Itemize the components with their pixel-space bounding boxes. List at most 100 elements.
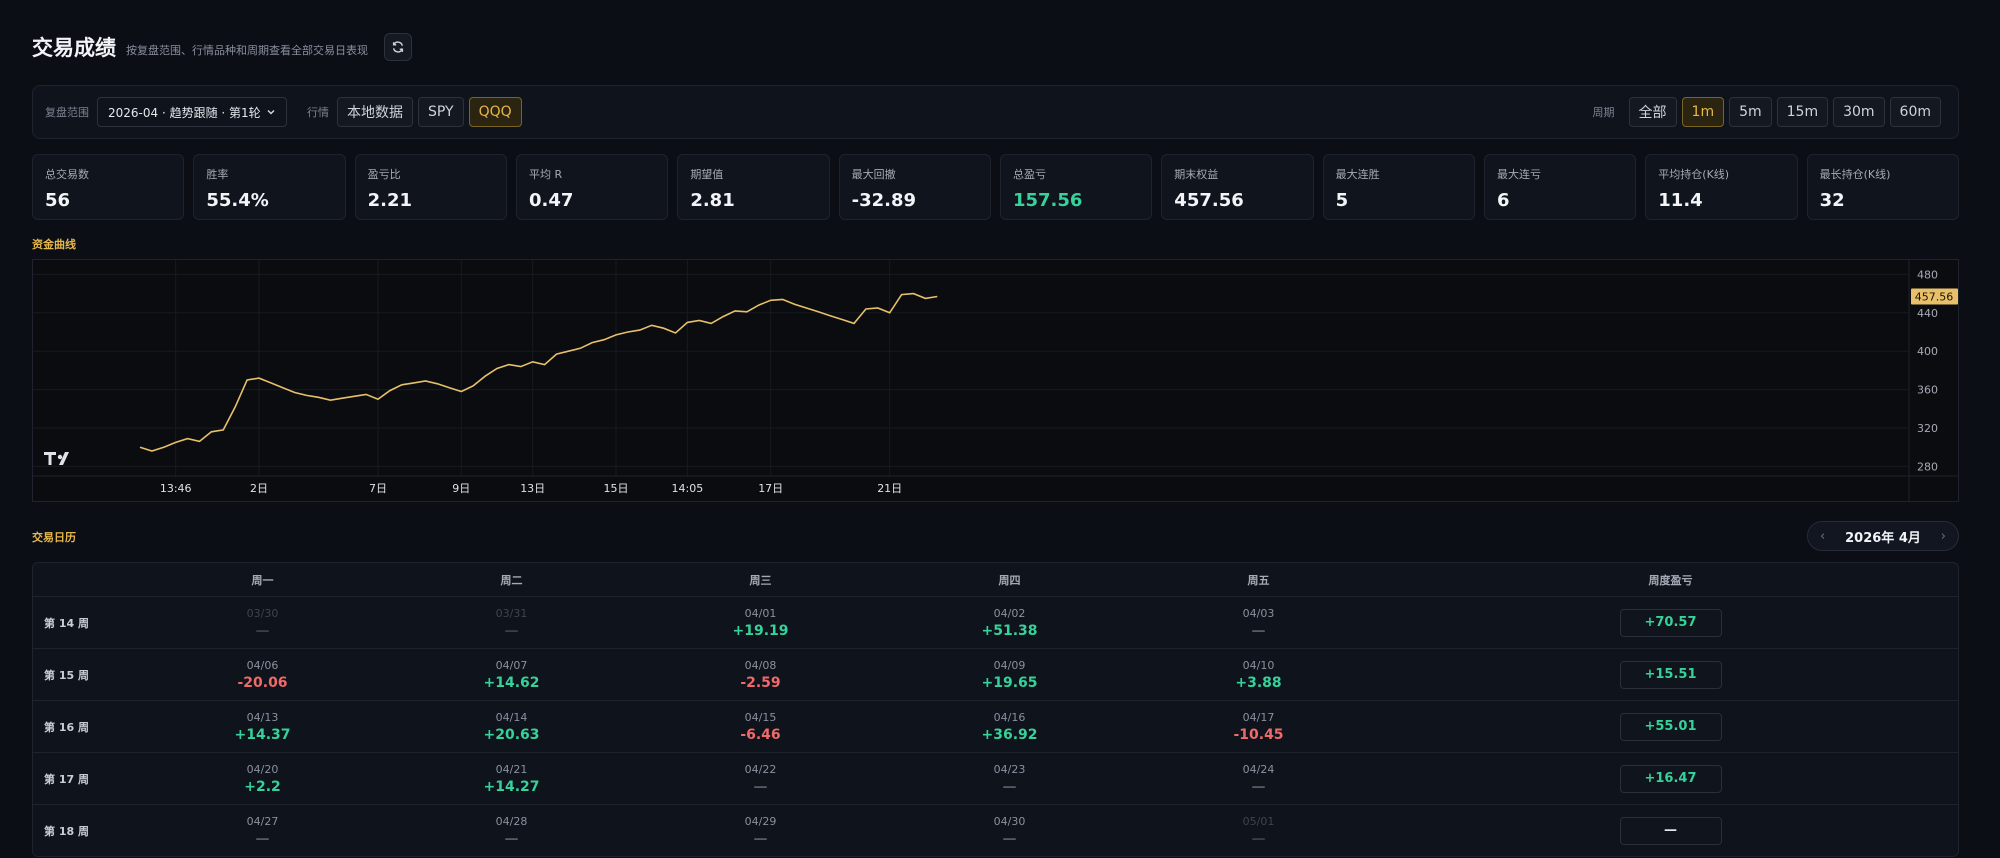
calendar-day-cell[interactable]: 03/30 —	[138, 597, 387, 648]
page-subtitle: 按复盘范围、行情品种和周期查看全部交易日表现	[126, 43, 368, 57]
range-select-value: 2026-04 · 趋势跟随 · 第1轮	[108, 105, 261, 120]
stat-value: 157.56	[1012, 190, 1083, 211]
day-pnl: —	[1251, 622, 1266, 639]
calendar-day-cell[interactable]: 04/03 —	[1134, 597, 1383, 648]
calendar-week-row: 第 14 周 03/30 — 03/31 — 04/01 +19.19 04/02 +51.38…	[33, 597, 1958, 649]
week-total-pnl: +55.01	[1619, 712, 1722, 741]
chevron-down-icon	[267, 109, 275, 115]
calendar-week-row: 第 16 周 04/13 +14.37 04/14 +20.63 04/15 -6.46 04…	[33, 701, 1958, 753]
calendar-day-cell[interactable]: 04/16 +36.92	[885, 701, 1134, 752]
period-chip-5m[interactable]: 5m	[1729, 97, 1772, 127]
calendar-day-cell[interactable]: 04/07 +14.62	[387, 649, 636, 700]
stat-value: -32.89	[851, 190, 917, 211]
next-month-button[interactable]: ›	[1940, 528, 1946, 544]
y-tick-label: 400	[1917, 345, 1938, 358]
stat-label: 最大连胜	[1335, 168, 1380, 181]
calendar-header-cell: 周二	[387, 563, 636, 596]
calendar-day-cell[interactable]: 05/01 —	[1134, 805, 1383, 856]
calendar-header-label: 周度盈亏	[1648, 573, 1693, 587]
equity-chart-panel[interactable]: 13:46 2日 7日 9日 13日 15日 14:05 17日 21日 480 440 400 36…	[32, 259, 1959, 502]
calendar-day-cell[interactable]: 04/14 +20.63	[387, 701, 636, 752]
calendar-day-cell[interactable]: 04/15 -6.46	[636, 701, 885, 752]
period-chip-60m[interactable]: 60m	[1889, 97, 1941, 127]
range-select[interactable]: 2026-04 · 趋势跟随 · 第1轮	[97, 97, 287, 127]
equity-section-title: 资金曲线	[32, 238, 76, 251]
x-tick-label: 21日	[877, 482, 902, 495]
calendar-day-cell[interactable]: 04/08 -2.59	[636, 649, 885, 700]
day-pnl: -2.59	[740, 674, 781, 691]
day-pnl: +14.62	[483, 674, 540, 691]
page-header: 交易成绩 按复盘范围、行情品种和周期查看全部交易日表现	[32, 30, 412, 64]
calendar-day-cell[interactable]: 04/01 +19.19	[636, 597, 885, 648]
calendar-header-cell: 周一	[138, 563, 387, 596]
day-date: 04/21	[495, 762, 528, 776]
calendar-day-cell[interactable]: 04/20 +2.2	[138, 753, 387, 804]
calendar-day-cell[interactable]: 04/27 —	[138, 805, 387, 856]
market-chip-本地数据[interactable]: 本地数据	[337, 97, 413, 127]
day-pnl: +19.19	[732, 622, 789, 639]
stat-card: 最大连胜 5	[1322, 154, 1475, 220]
stat-card: 平均 R 0.47	[515, 154, 669, 220]
day-date: 04/02	[993, 606, 1026, 620]
y-tick-label: 480	[1917, 268, 1938, 281]
market-chip-group: 本地数据 SPY QQQ	[337, 97, 527, 127]
calendar-header-label: 周四	[998, 573, 1021, 587]
calendar-header-cell: 周五	[1134, 563, 1383, 596]
calendar-day-cell[interactable]: 04/24 —	[1134, 753, 1383, 804]
calendar-day-cell[interactable]: 04/09 +19.65	[885, 649, 1134, 700]
calendar-day-cell[interactable]: 04/30 —	[885, 805, 1134, 856]
calendar-day-cell[interactable]: 04/29 —	[636, 805, 885, 856]
day-pnl: -10.45	[1233, 726, 1284, 743]
calendar-day-cell[interactable]: 04/13 +14.37	[138, 701, 387, 752]
stat-value: 55.4%	[206, 190, 269, 211]
calendar-header-label: 周二	[500, 573, 523, 587]
week-total-cell: +55.01	[1383, 701, 1958, 752]
refresh-button[interactable]	[384, 33, 412, 61]
calendar-day-cell[interactable]: 04/02 +51.38	[885, 597, 1134, 648]
day-pnl: —	[1002, 830, 1017, 847]
stat-card: 期望值 2.81	[677, 154, 830, 220]
period-chip-全部[interactable]: 全部	[1628, 97, 1677, 127]
week-label: 第 17 周	[44, 772, 89, 786]
stat-value: 2.81	[690, 190, 735, 211]
day-pnl: —	[504, 622, 519, 639]
week-label: 第 16 周	[44, 720, 89, 734]
tradingview-logo-icon	[44, 452, 69, 465]
calendar-header-cell: 周度盈亏	[1383, 563, 1958, 596]
calendar-day-cell[interactable]: 04/22 —	[636, 753, 885, 804]
calendar-day-cell[interactable]: 04/23 —	[885, 753, 1134, 804]
day-date: 04/14	[495, 710, 528, 724]
calendar-day-cell[interactable]: 04/21 +14.27	[387, 753, 636, 804]
calendar-day-cell[interactable]: 04/06 -20.06	[138, 649, 387, 700]
market-chip-qqq[interactable]: QQQ	[468, 97, 522, 127]
stat-label: 期望值	[690, 168, 724, 181]
calendar-day-cell[interactable]: 04/10 +3.88	[1134, 649, 1383, 700]
day-pnl: —	[255, 830, 270, 847]
day-date: 04/30	[993, 814, 1026, 828]
period-chip-1m[interactable]: 1m	[1681, 97, 1725, 127]
day-date: 04/16	[993, 710, 1026, 724]
stat-card: 总盈亏 157.56	[999, 154, 1153, 220]
x-tick-label: 14:05	[672, 482, 704, 495]
prev-month-button[interactable]: ‹	[1820, 528, 1826, 544]
calendar-day-cell[interactable]: 04/28 —	[387, 805, 636, 856]
day-date: 04/13	[246, 710, 279, 724]
day-date: 04/27	[246, 814, 279, 828]
equity-chart[interactable]: 13:46 2日 7日 9日 13日 15日 14:05 17日 21日 480 440 400 36…	[33, 260, 1958, 501]
calendar-header-cell: 周四	[885, 563, 1134, 596]
calendar-day-cell[interactable]: 03/31 —	[387, 597, 636, 648]
calendar-week-row: 第 18 周 04/27 — 04/28 — 04/29 — 04/30 — 05/01 — —	[33, 805, 1958, 856]
calendar-day-cell[interactable]: 04/17 -10.45	[1134, 701, 1383, 752]
x-tick-label: 13:46	[160, 482, 192, 495]
month-navigator: ‹ 2026年 4月 ›	[1807, 521, 1959, 551]
calendar-header-label: 周五	[1247, 573, 1270, 587]
market-chip-spy[interactable]: SPY	[418, 97, 464, 127]
stat-value: 11.4	[1658, 190, 1703, 211]
day-pnl: —	[753, 778, 768, 795]
calendar-week-row: 第 17 周 04/20 +2.2 04/21 +14.27 04/22—04/23—04…	[33, 753, 1958, 805]
day-pnl: +20.63	[483, 726, 540, 743]
period-chip-30m[interactable]: 30m	[1833, 97, 1885, 127]
period-chip-15m[interactable]: 15m	[1776, 97, 1829, 127]
day-date: 04/01	[744, 606, 777, 620]
calendar-week-row: 第 15 周 04/06 -20.06 04/07 +14.62 04/08 -2.59 04…	[33, 649, 1958, 701]
